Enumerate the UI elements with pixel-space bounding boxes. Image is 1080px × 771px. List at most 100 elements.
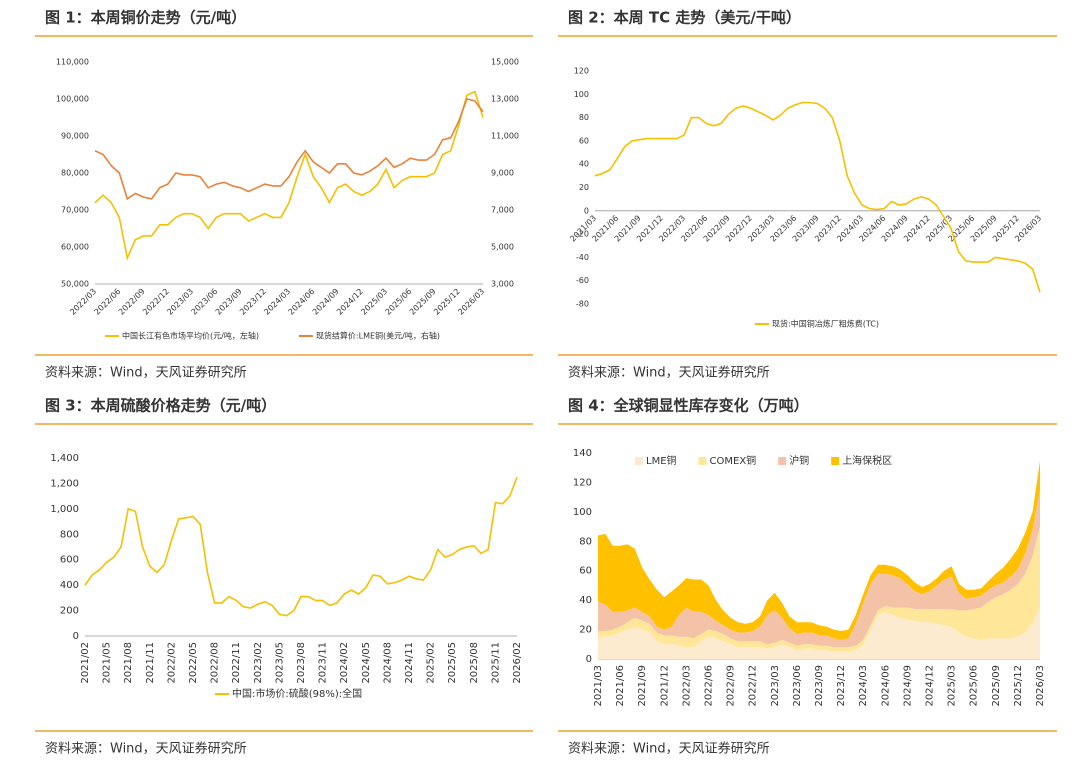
x-tick-label: 2023/06 [792, 665, 803, 707]
x-tick-label: 2025/09 [991, 665, 1002, 707]
y-tick-label: 120 [574, 67, 589, 76]
legend-swatch [635, 457, 643, 465]
series-area [598, 460, 1040, 640]
y-tick-label: -80 [576, 300, 589, 309]
y-tick-label: 20 [579, 625, 592, 636]
source-note: 资料来源：Wind，天风证券研究所 [45, 741, 247, 757]
x-tick-label: 2021/06 [615, 665, 626, 707]
legend-swatch [778, 457, 787, 465]
x-tick-label: 2023/03 [770, 665, 781, 707]
x-tick-label: 2024/05 [361, 642, 372, 684]
series-line [94, 98, 484, 201]
chart-title: 图 2：本周 TC 走势（美元/干吨） [568, 9, 801, 27]
x-tick-label: 2021/12 [659, 665, 670, 707]
x-tick-label: 2022/03 [681, 665, 692, 707]
series-line [94, 90, 484, 261]
x-tick-label: 2021/03 [593, 665, 604, 707]
legend-label: 中国:市场价:硫酸(98%):全国 [232, 687, 362, 700]
series-area [598, 607, 1040, 659]
y-tick-label: -40 [576, 253, 589, 262]
x-tick-label: 2021/02 [80, 642, 91, 684]
x-tick-label: 2024/02 [339, 642, 350, 684]
x-tick-label: 2025/02 [426, 642, 437, 684]
y2-tick-label: 5,000 [491, 243, 514, 252]
legend-label: LME铜 [646, 455, 677, 467]
source-note: 资料来源：Wind，天风证券研究所 [568, 365, 770, 381]
x-tick-label: 2025/03 [947, 665, 958, 707]
legend-swatch [831, 457, 840, 465]
y-tick-label: 120 [573, 477, 592, 488]
x-tick-label: 2023/11 [318, 642, 329, 684]
x-tick-label: 2022/08 [210, 642, 221, 684]
x-tick-label: 2026/03 [456, 287, 486, 317]
x-tick-label: 2021/08 [123, 642, 134, 684]
y-tick-label: 200 [60, 606, 79, 617]
x-tick-label: 2025/08 [469, 642, 480, 684]
x-tick-label: 2021/09 [637, 665, 648, 707]
y-tick-label: 20 [579, 183, 589, 192]
x-tick-label: 2024/12 [925, 665, 936, 707]
y-tick-label: 0 [584, 206, 589, 215]
y-tick-label: 80,000 [61, 169, 89, 178]
x-tick-label: 2024/09 [902, 665, 913, 707]
x-tick-label: 2024/08 [382, 642, 393, 684]
legend-label: 上海保税区 [842, 454, 892, 467]
chart-title: 图 1：本周铜价走势（元/吨） [45, 9, 246, 27]
y-tick-label: 0 [73, 631, 79, 642]
x-tick-label: 2025/12 [1013, 665, 1024, 707]
y-tick-label: 1,000 [50, 504, 79, 515]
legend-label: 现货结算价:LME铜(美元/吨，右轴) [316, 331, 440, 341]
y2-tick-label: 13,000 [491, 95, 519, 104]
x-tick-label: 2025/11 [490, 642, 501, 684]
x-tick-label: 2022/12 [748, 665, 759, 707]
y-tick-label: 70,000 [61, 206, 89, 215]
legend-label: 沪铜 [789, 454, 809, 467]
y-tick-label: 60 [579, 566, 592, 577]
legend-label: 现货:中国铜冶炼厂粗炼费(TC) [772, 319, 879, 329]
x-tick-label: 2022/09 [726, 665, 737, 707]
y-tick-label: 100,000 [56, 95, 89, 104]
chart-title: 图 3：本周硫酸价格走势（元/吨） [45, 397, 276, 415]
x-tick-label: 2024/11 [404, 642, 415, 684]
legend-label: COMEX铜 [710, 455, 757, 467]
y2-tick-label: 3,000 [491, 280, 514, 289]
x-tick-label: 2022/11 [231, 642, 242, 684]
legend-label: 中国长江有色市场平均价(元/吨，左轴) [122, 331, 259, 341]
y-tick-label: 600 [60, 555, 79, 566]
y-tick-label: 100 [574, 90, 589, 99]
x-tick-label: 2023/09 [814, 665, 825, 707]
series-line [594, 101, 1041, 293]
x-tick-label: 2022/02 [166, 642, 177, 684]
x-tick-label: 2026/02 [512, 642, 523, 684]
y-tick-label: 40 [579, 595, 592, 606]
source-note: 资料来源：Wind，天风证券研究所 [568, 741, 770, 757]
series-line [84, 476, 518, 617]
x-tick-label: 2023/08 [296, 642, 307, 684]
x-tick-label: 2024/06 [880, 665, 891, 707]
x-tick-label: 2023/12 [836, 665, 847, 707]
y-tick-label: 80 [579, 113, 589, 122]
x-tick-label: 2025/05 [447, 642, 458, 684]
y-tick-label: -60 [576, 276, 589, 285]
y2-tick-label: 9,000 [491, 169, 514, 178]
y-tick-label: 100 [573, 507, 592, 518]
y-tick-label: 110,000 [56, 58, 89, 67]
y2-tick-label: 7,000 [491, 206, 514, 215]
y-tick-label: 50,000 [61, 280, 89, 289]
y2-tick-label: 11,000 [491, 132, 519, 141]
x-tick-label: 2022/06 [704, 665, 715, 707]
x-tick-label: 2021/11 [145, 642, 156, 684]
y-tick-label: 40 [579, 160, 589, 169]
y-tick-label: 1,200 [50, 478, 79, 489]
x-tick-label: 2026/03 [1035, 665, 1046, 707]
y-tick-label: 60 [579, 136, 589, 145]
y-tick-label: 400 [60, 580, 79, 591]
y-tick-label: 80 [579, 536, 592, 547]
y-tick-label: 140 [573, 448, 592, 459]
x-tick-label: 2023/05 [274, 642, 285, 684]
y-tick-label: 60,000 [61, 243, 89, 252]
x-tick-label: 2023/02 [253, 642, 264, 684]
source-note: 资料来源：Wind，天风证券研究所 [45, 365, 247, 381]
